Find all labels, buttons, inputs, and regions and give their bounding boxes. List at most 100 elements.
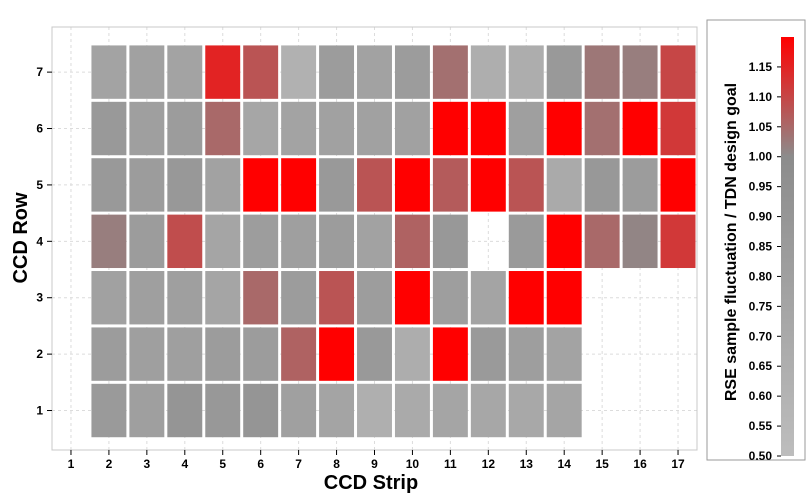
heatmap-cell <box>432 101 468 156</box>
heatmap-cell <box>319 383 355 438</box>
heatmap-cell <box>129 214 165 269</box>
colorbar-title: RSE sample fluctuation / TDN design goal <box>723 83 740 401</box>
heatmap-cell <box>432 327 468 381</box>
y-tick-label: 2 <box>36 347 43 361</box>
heatmap-cell <box>205 327 241 381</box>
colorbar-gradient <box>781 37 794 456</box>
heatmap-cell <box>508 271 544 325</box>
heatmap-cell <box>357 383 392 438</box>
heatmap-cell <box>91 327 127 381</box>
heatmap-cell <box>394 158 430 212</box>
heatmap-cell <box>546 271 582 325</box>
heatmap-cell <box>546 327 582 381</box>
heatmap-cell <box>205 271 241 325</box>
x-tick-label: 12 <box>482 457 496 471</box>
heatmap-cell <box>319 101 355 156</box>
heatmap-cell <box>584 158 620 212</box>
heatmap-cell <box>281 158 317 212</box>
heatmap-cell <box>319 214 355 269</box>
heatmap-cell <box>508 214 544 269</box>
x-tick-label: 5 <box>219 457 226 471</box>
heatmap-cell <box>584 214 620 269</box>
heatmap-cell <box>205 158 241 212</box>
heatmap-cell <box>129 101 165 156</box>
heatmap-cell <box>167 214 203 269</box>
colorbar-tick-label: 0.80 <box>749 269 773 283</box>
x-tick-label: 10 <box>406 457 420 471</box>
colorbar-tick-label: 0.65 <box>749 359 773 373</box>
heatmap-cell <box>584 45 620 99</box>
heatmap-cell <box>394 271 430 325</box>
heatmap-cell <box>432 45 468 99</box>
x-tick-label: 15 <box>595 457 609 471</box>
heatmap-cell <box>91 158 127 212</box>
heatmap-cell <box>546 45 582 99</box>
x-tick-label: 14 <box>558 457 572 471</box>
heatmap-cell <box>394 45 430 99</box>
heatmap-cell <box>394 327 430 381</box>
x-tick-label: 2 <box>106 457 113 471</box>
heatmap-cell <box>357 101 392 156</box>
y-tick-label: 5 <box>36 178 43 192</box>
x-tick-label: 16 <box>633 457 647 471</box>
heatmap-cell <box>319 271 355 325</box>
heatmap-cell <box>470 158 506 212</box>
heatmap-cell <box>357 327 392 381</box>
y-tick-label: 6 <box>36 122 43 136</box>
heatmap-cell <box>205 214 241 269</box>
heatmap-cell <box>508 45 544 99</box>
heatmap-cell <box>129 327 165 381</box>
x-tick-label: 1 <box>68 457 75 471</box>
heatmap-cell <box>319 158 355 212</box>
heatmap-cell <box>167 158 203 212</box>
heatmap-cell <box>394 214 430 269</box>
colorbar-tick-label: 1.10 <box>749 90 773 104</box>
heatmap-cell <box>167 45 203 99</box>
y-axis-ticks: 1 2 3 4 5 6 7 <box>36 65 52 418</box>
heatmap-cell <box>281 271 317 325</box>
heatmap-cell <box>508 101 544 156</box>
heatmap-cell <box>319 327 355 381</box>
heatmap-cell <box>281 383 317 438</box>
heatmap-cell <box>357 158 392 212</box>
heatmap-cell <box>660 101 696 156</box>
heatmap-cell <box>205 101 241 156</box>
y-tick-label: 1 <box>36 404 43 418</box>
colorbar-tick-label: 1.15 <box>749 60 773 74</box>
heatmap-cell <box>508 383 544 438</box>
y-axis-title: CCD Row <box>10 192 32 284</box>
heatmap-cell <box>205 45 241 99</box>
heatmap-cell <box>470 383 506 438</box>
y-tick-label: 4 <box>36 234 43 248</box>
colorbar-tick-label: 0.55 <box>749 419 773 433</box>
heatmap-cell <box>243 214 279 269</box>
heatmap-cell <box>357 45 392 99</box>
heatmap-cell <box>91 101 127 156</box>
heatmap-cell <box>508 158 544 212</box>
heatmap-cell <box>281 45 317 99</box>
heatmap-cell <box>129 45 165 99</box>
heatmap-cell <box>243 327 279 381</box>
x-tick-label: 9 <box>371 457 378 471</box>
heatmap-cell <box>546 214 582 269</box>
heatmap-cell <box>129 158 165 212</box>
heatmap-cell <box>660 214 696 269</box>
heatmap-cell <box>394 383 430 438</box>
heatmap-cell <box>470 45 506 99</box>
heatmap-cell <box>281 101 317 156</box>
heatmap-cell <box>546 383 582 438</box>
heatmap-cell <box>243 101 279 156</box>
x-tick-label: 4 <box>181 457 188 471</box>
heatmap-cell <box>129 383 165 438</box>
heatmap-cell <box>432 158 468 212</box>
heatmap-cell <box>470 271 506 325</box>
heatmap-cell <box>91 214 127 269</box>
heatmap-cell <box>546 101 582 156</box>
heatmap-cell <box>281 214 317 269</box>
heatmap-cell <box>243 45 279 99</box>
heatmap-cell <box>432 383 468 438</box>
heatmap-cell <box>129 271 165 325</box>
heatmap-cell <box>281 327 317 381</box>
colorbar-tick-label: 1.05 <box>749 120 773 134</box>
y-tick-label: 7 <box>36 65 43 79</box>
